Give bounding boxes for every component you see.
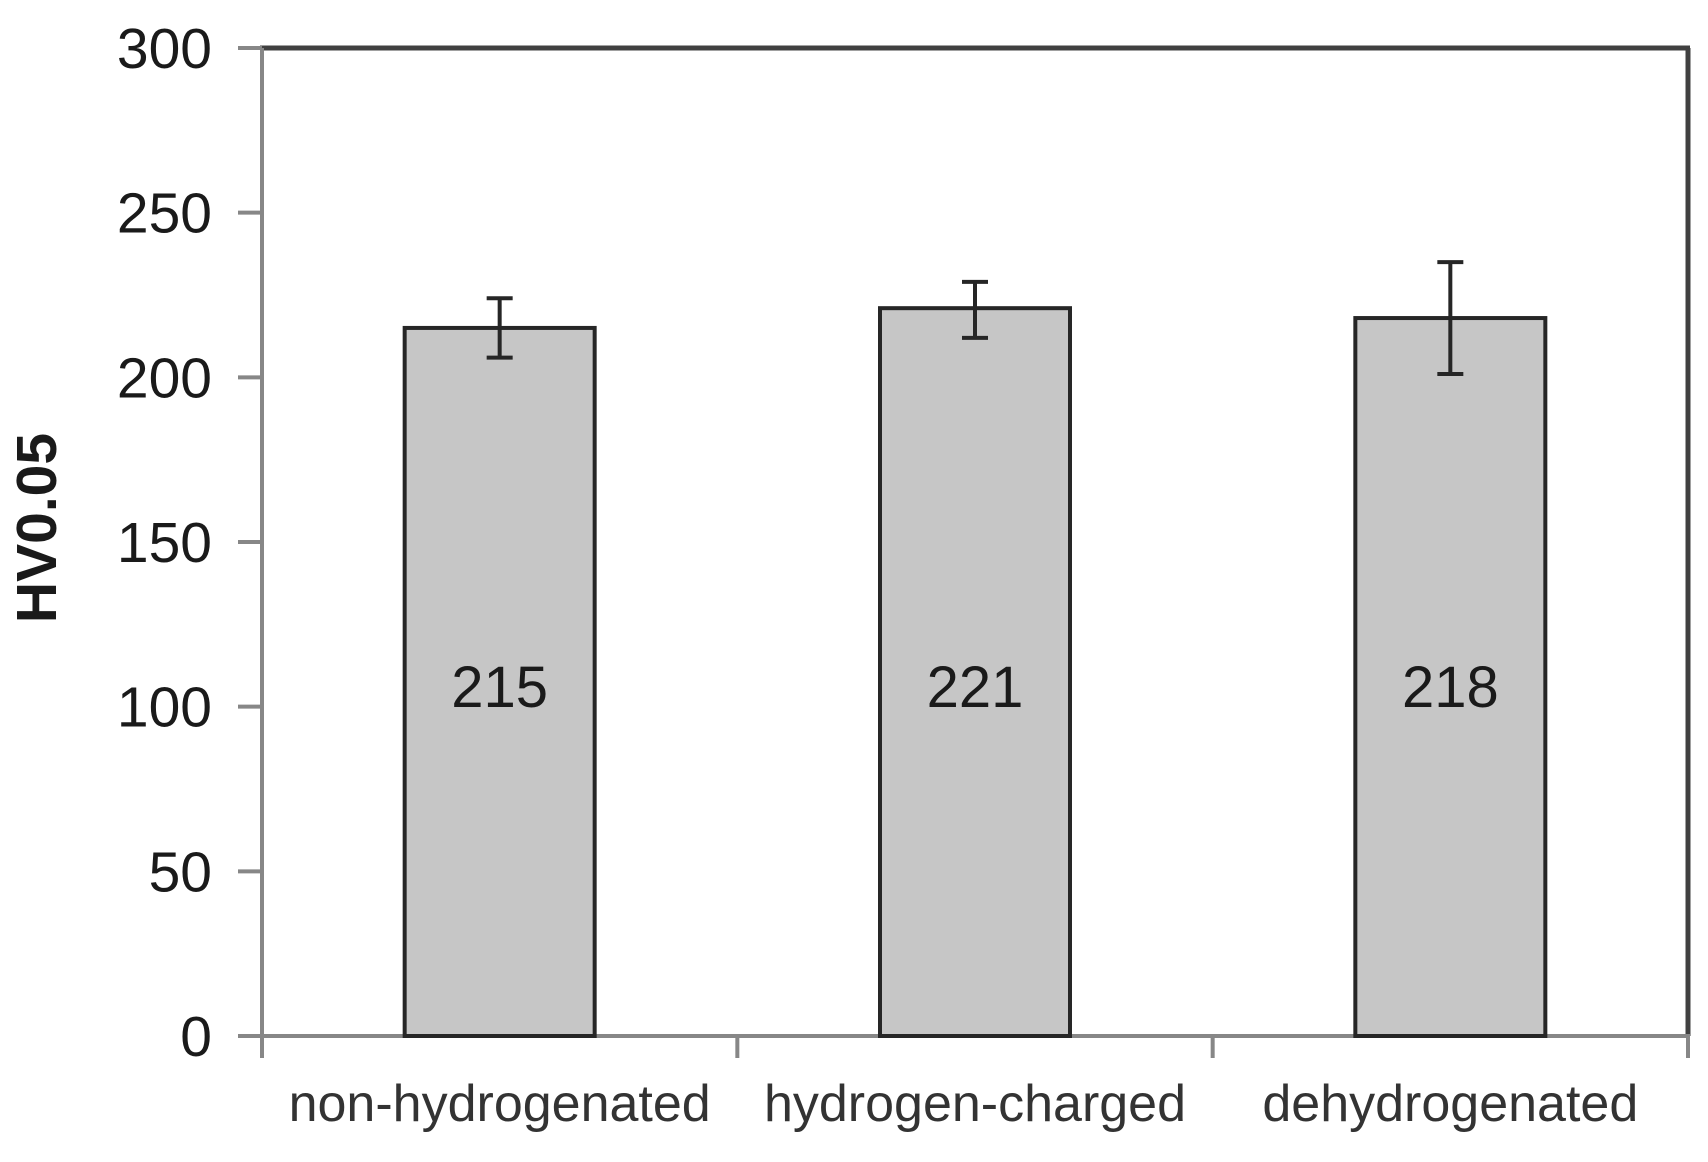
bars-group <box>402 306 1548 1038</box>
y-axis-tick-label: 50 <box>149 840 212 904</box>
y-axis-tick-label: 300 <box>117 17 212 81</box>
category-label-dehydrogenated: dehydrogenated <box>1262 1075 1638 1133</box>
data-label-non-hydrogenated: 215 <box>451 655 548 720</box>
y-axis-title: HV0.05 <box>5 433 69 623</box>
bar-non-hydrogenated <box>402 325 597 1038</box>
bar-dehydrogenated <box>1353 316 1548 1038</box>
x-axis <box>238 1034 1690 1058</box>
data-label-hydrogen-charged: 221 <box>927 655 1024 720</box>
y-axis-tick-label: 150 <box>117 511 212 575</box>
data-label-dehydrogenated: 218 <box>1402 655 1499 720</box>
category-label-hydrogen-charged: hydrogen-charged <box>764 1075 1186 1133</box>
data-labels-group: 215 221 218 <box>451 655 1498 720</box>
y-axis-tick-label: 250 <box>117 182 212 246</box>
y-axis-tick-label: 100 <box>117 676 212 740</box>
y-axis-tick-label: 200 <box>117 346 212 410</box>
y-axis-tick-label: 0 <box>180 1005 212 1069</box>
y-axis: 0 50 100 150 200 250 300 <box>117 17 264 1069</box>
error-bars-group <box>486 260 1464 377</box>
category-label-non-hydrogenated: non-hydrogenated <box>289 1075 711 1133</box>
bar-hydrogen-charged <box>878 306 1072 1038</box>
category-labels-group: non-hydrogenated hydrogen-charged dehydrog… <box>289 1075 1639 1133</box>
plot-area-border <box>260 45 1691 1036</box>
